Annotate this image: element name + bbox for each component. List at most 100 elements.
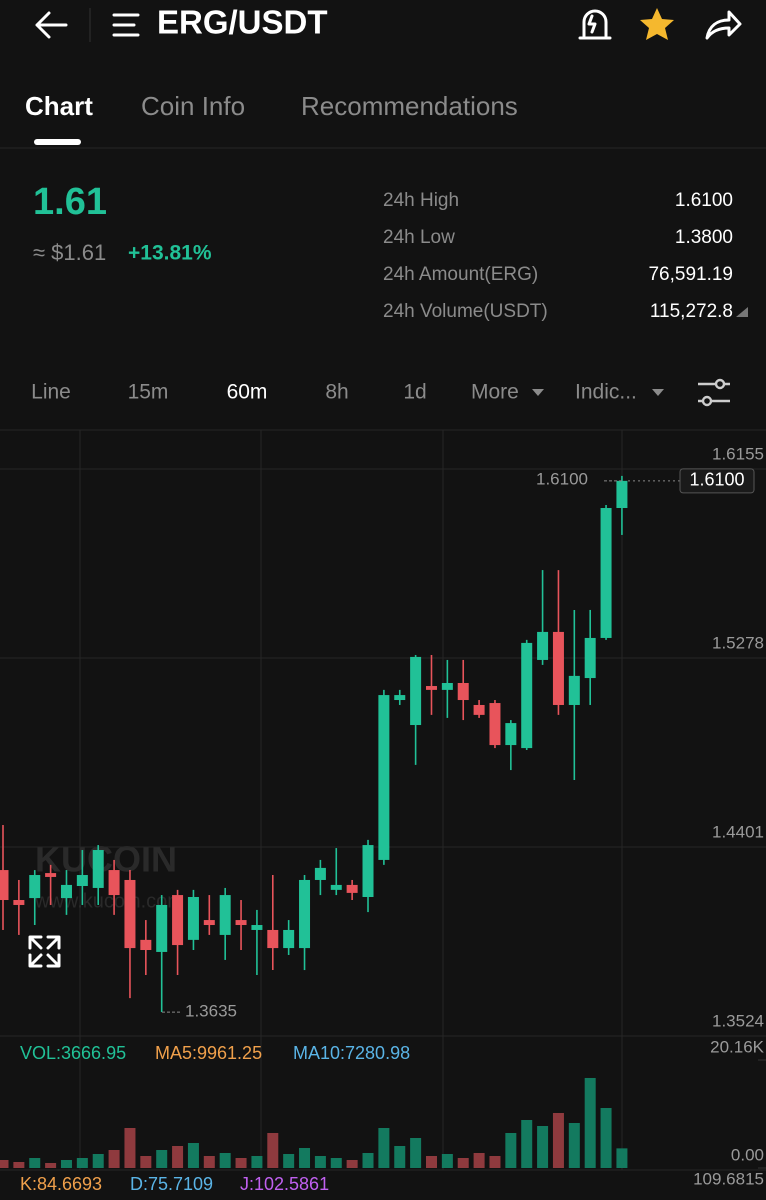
volume-bar [362,1152,374,1168]
candle-body [251,925,263,930]
volume-bar [568,1122,580,1168]
low-marker-label: 1.3635 [185,1002,237,1021]
candle-body [489,703,501,746]
timeframe[interactable]: 60m [227,381,268,404]
volume-bar [378,1127,390,1168]
volume-bar [537,1125,549,1168]
candle-body [552,631,564,705]
volume-bar [124,1127,136,1168]
volume-bar [394,1145,406,1168]
volume-bar [0,1159,9,1168]
volume-bar [60,1159,72,1168]
vertical-grid [79,430,623,1170]
vol-label: VOL:3666.95 [20,1043,126,1063]
candle-body [394,695,406,701]
usd-price: ≈ $1.61 [33,240,106,265]
more-dropdown[interactable]: More [471,381,519,404]
candle-body [92,850,104,888]
pair-title: ERG/USDT [157,4,328,41]
volume-bar [219,1152,231,1168]
candle-body [29,875,41,899]
volume-bar [92,1153,104,1168]
candle-body [521,642,533,749]
watermark: KUCOIN [35,839,177,880]
tab[interactable]: Coin Info [141,91,245,121]
menu-button[interactable] [112,13,140,37]
candle-body [362,845,374,897]
candle-body [267,929,279,949]
candle-body [156,904,168,952]
volume-bar [251,1156,263,1168]
candle-body [584,637,596,679]
kdj-k: K:84.6693 [20,1174,102,1194]
tab[interactable]: Chart [25,91,93,121]
candle-body [346,884,358,893]
y-tick-label: 1.6155 [712,444,764,463]
stat-label: 24h High [383,190,459,211]
candle-body [616,480,628,509]
candle-body [378,695,390,860]
share-button[interactable] [705,10,742,40]
stat-value: 76,591.19 [648,264,733,285]
candle-body [203,920,215,926]
volume-bar [616,1148,628,1168]
y-tick-label: 1.4401 [712,822,764,841]
fullscreen-button[interactable] [28,935,61,968]
favorite-button[interactable] [640,8,674,40]
candle-body [76,875,88,887]
settings-button[interactable] [698,378,730,407]
volume-bar [330,1157,342,1168]
candle-body [330,884,342,890]
volume-bar [235,1157,247,1168]
candle-body [600,508,612,638]
volume-bar [76,1157,88,1168]
candle-body [473,704,485,715]
kdj-j: J:102.5861 [240,1174,329,1194]
volume-bar [172,1145,184,1168]
volume-bar [108,1149,120,1168]
stat-value: 1.6100 [675,190,733,211]
volume-bar [45,1162,57,1168]
y-tick-label: 1.5278 [712,633,764,652]
candle-body [457,682,469,701]
back-button[interactable] [35,11,68,39]
volume-bar [473,1152,485,1168]
expand-icon [736,307,748,317]
volume-bar [140,1156,152,1168]
timeframe[interactable]: 15m [128,381,169,404]
stat-value: 115,272.8 [650,301,733,322]
candle-body [314,867,326,880]
timeframe[interactable]: 8h [325,381,348,404]
candle-body [537,631,549,660]
stat-value: 1.3800 [675,227,733,248]
last-price-box [679,468,755,494]
candle-body [299,879,311,949]
volume-bar [521,1119,533,1168]
y-tick-label: 20.16K [710,1037,765,1056]
dropdown-arrow [532,389,544,396]
y-tick-label: 1.3524 [712,1011,764,1030]
dropdown-arrow [652,389,664,396]
candle-body [13,900,25,905]
volume-bar [314,1156,326,1168]
timeframe[interactable]: Line [31,381,71,404]
volume-bar [425,1156,437,1168]
volume-bar [203,1156,215,1168]
alert-button[interactable] [578,9,612,40]
candle-body [425,686,437,690]
volume-bar [13,1162,25,1168]
high-marker-label: 1.6100 [536,469,588,488]
indicator-dropdown[interactable]: Indic... [575,381,637,404]
tab[interactable]: Recommendations [301,91,518,121]
volume-bar [441,1153,453,1168]
stat-label: 24h Amount(ERG) [383,264,538,285]
volume-bar [600,1107,612,1168]
timeframe[interactable]: 1d [403,381,426,404]
volume-bar [267,1132,279,1168]
candlestick-chart: 1.6155 1.5278 1.4401 1.3524 1.6100 1.6100 1.36… [0,444,766,1169]
candle-body [283,929,295,949]
volume-bar [187,1142,199,1168]
candle-body [60,884,72,899]
